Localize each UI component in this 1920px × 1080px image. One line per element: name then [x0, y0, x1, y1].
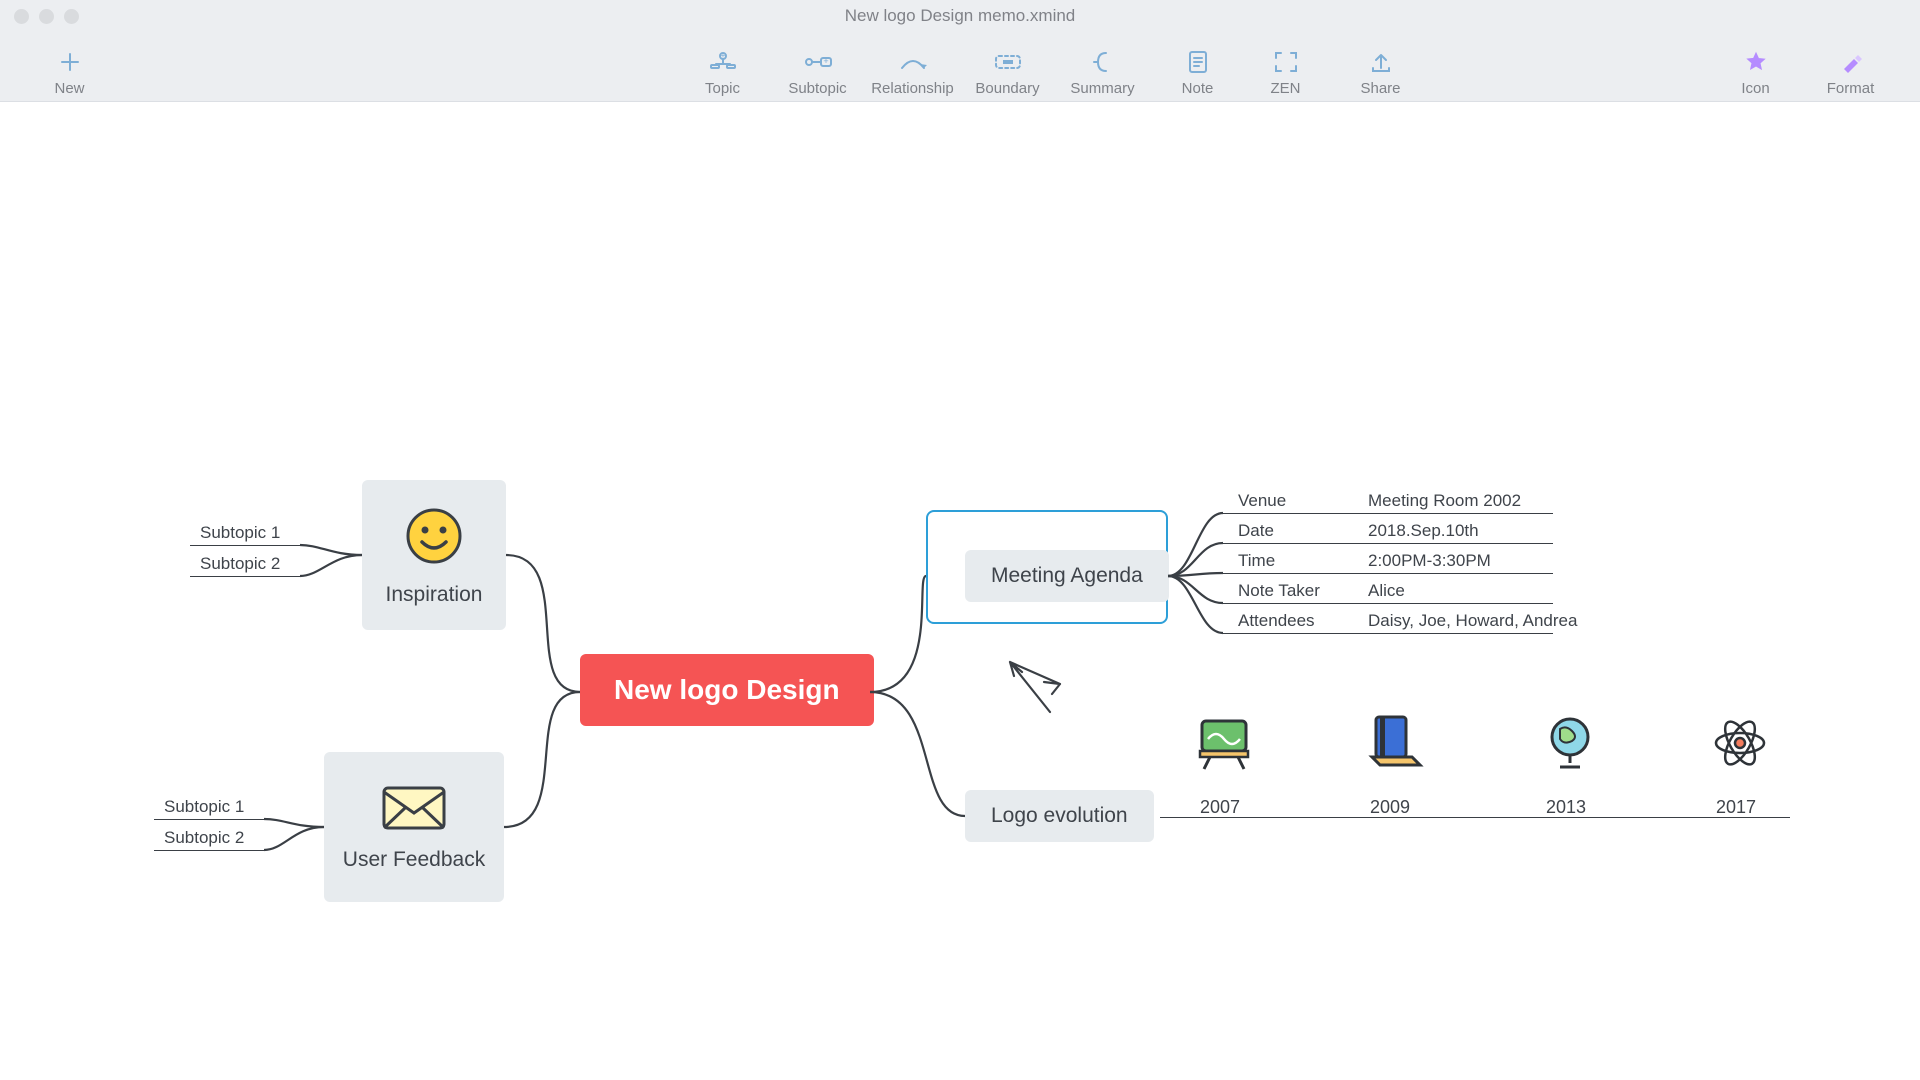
svg-text:+: + [823, 56, 828, 66]
globe-icon[interactable] [1534, 707, 1606, 779]
share-icon [1363, 48, 1399, 76]
toolbar-label: Note [1182, 80, 1214, 97]
meeting-agenda-node[interactable]: Meeting Agenda [965, 550, 1169, 602]
relationship-icon [895, 48, 931, 76]
window-title: New logo Design memo.xmind [0, 6, 1920, 26]
format-icon [1833, 48, 1869, 76]
chalkboard-icon[interactable] [1188, 707, 1260, 779]
timeline-axis [1160, 817, 1790, 818]
plus-icon [52, 48, 88, 76]
window-titlebar: New logo Design memo.xmind [0, 0, 1920, 32]
detail-underline [1223, 543, 1553, 544]
mail-icon [379, 783, 449, 838]
note-button[interactable]: Note [1150, 37, 1245, 97]
format-button[interactable]: Format [1803, 37, 1898, 97]
subtopic-underline [154, 850, 264, 851]
toolbar-label: Format [1827, 80, 1875, 97]
timeline-year: 2017 [1716, 797, 1756, 818]
svg-text:+: + [720, 51, 725, 60]
summary-button[interactable]: Summary [1055, 37, 1150, 97]
new-button[interactable]: New [22, 37, 117, 97]
detail-value: 2018.Sep.10th [1368, 521, 1479, 541]
toolbar-label: Boundary [975, 80, 1039, 97]
toolbar-label: Relationship [871, 80, 954, 97]
smile-icon [402, 504, 466, 573]
inspiration-node[interactable]: Inspiration [362, 480, 506, 630]
detail-underline [1223, 573, 1553, 574]
toolbar-label: Subtopic [788, 80, 846, 97]
timeline-year: 2007 [1200, 797, 1240, 818]
toolbar-label: Icon [1741, 80, 1769, 97]
toolbar-label: ZEN [1271, 80, 1301, 97]
user-feedback-node[interactable]: User Feedback [324, 752, 504, 902]
detail-key: Time [1238, 551, 1368, 571]
toolbar-label: New [54, 80, 84, 97]
detail-underline [1223, 633, 1553, 634]
detail-key: Date [1238, 521, 1368, 541]
atom-icon[interactable] [1704, 707, 1776, 779]
toolbar-label: Share [1360, 80, 1400, 97]
detail-value: Daisy, Joe, Howard, Andrea [1368, 611, 1577, 631]
subtopic-button[interactable]: + Subtopic [770, 37, 865, 97]
central-topic[interactable]: New logo Design [580, 654, 874, 726]
subtopic-underline [190, 576, 300, 577]
detail-value: Alice [1368, 581, 1405, 601]
relationship-button[interactable]: Relationship [865, 37, 960, 97]
node-label: User Feedback [343, 848, 485, 872]
detail-key: Venue [1238, 491, 1368, 511]
agenda-detail-row[interactable]: VenueMeeting Room 2002 [1238, 491, 1521, 511]
detail-underline [1223, 603, 1553, 604]
subtopic-label[interactable]: Subtopic 2 [164, 828, 244, 848]
timeline-year: 2009 [1370, 797, 1410, 818]
subtopic-underline [190, 545, 300, 546]
agenda-detail-row[interactable]: Time2:00PM-3:30PM [1238, 551, 1491, 571]
toolbar: New + Topic + Subtopic Relationship Boundary S… [0, 32, 1920, 102]
agenda-detail-row[interactable]: AttendeesDaisy, Joe, Howard, Andrea [1238, 611, 1577, 631]
share-button[interactable]: Share [1333, 37, 1428, 97]
detail-value: Meeting Room 2002 [1368, 491, 1521, 511]
detail-value: 2:00PM-3:30PM [1368, 551, 1491, 571]
boundary-button[interactable]: Boundary [960, 37, 1055, 97]
book-icon[interactable] [1358, 707, 1430, 779]
mindmap-canvas[interactable]: New logo Design Inspiration Subtopic 1 Subt… [0, 102, 1920, 1080]
toolbar-label: Summary [1070, 80, 1134, 97]
topic-icon: + [705, 48, 741, 76]
detail-key: Attendees [1238, 611, 1368, 631]
zen-button[interactable]: ZEN [1238, 37, 1333, 97]
logo-evolution-node[interactable]: Logo evolution [965, 790, 1154, 842]
subtopic-underline [154, 819, 264, 820]
icon-button[interactable]: Icon [1708, 37, 1803, 97]
timeline-year: 2013 [1546, 797, 1586, 818]
zen-icon [1268, 48, 1304, 76]
toolbar-label: Topic [705, 80, 740, 97]
boundary-icon [990, 48, 1026, 76]
subtopic-label[interactable]: Subtopic 2 [200, 554, 280, 574]
detail-key: Note Taker [1238, 581, 1368, 601]
note-icon [1180, 48, 1216, 76]
subtopic-icon: + [800, 48, 836, 76]
star-icon [1738, 48, 1774, 76]
summary-icon [1085, 48, 1121, 76]
agenda-detail-row[interactable]: Note TakerAlice [1238, 581, 1405, 601]
subtopic-label[interactable]: Subtopic 1 [200, 523, 280, 543]
node-label: Inspiration [386, 583, 483, 607]
subtopic-label[interactable]: Subtopic 1 [164, 797, 244, 817]
topic-button[interactable]: + Topic [675, 37, 770, 97]
detail-underline [1223, 513, 1553, 514]
agenda-detail-row[interactable]: Date2018.Sep.10th [1238, 521, 1479, 541]
